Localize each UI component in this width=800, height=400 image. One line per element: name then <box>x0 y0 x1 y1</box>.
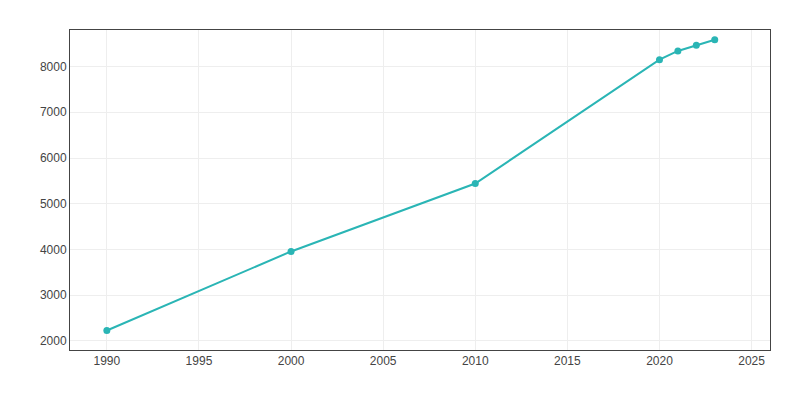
svg-text:2015: 2015 <box>554 354 581 368</box>
svg-text:6000: 6000 <box>40 151 67 165</box>
svg-text:5000: 5000 <box>40 197 67 211</box>
svg-text:1990: 1990 <box>93 354 120 368</box>
svg-text:2020: 2020 <box>646 354 673 368</box>
svg-text:2000: 2000 <box>40 334 67 348</box>
svg-text:2000: 2000 <box>278 354 305 368</box>
svg-text:2010: 2010 <box>462 354 489 368</box>
svg-text:2025: 2025 <box>738 354 765 368</box>
svg-text:3000: 3000 <box>40 288 67 302</box>
svg-text:2005: 2005 <box>370 354 397 368</box>
svg-text:4000: 4000 <box>40 243 67 257</box>
svg-text:8000: 8000 <box>40 60 67 74</box>
svg-text:1995: 1995 <box>186 354 213 368</box>
svg-text:7000: 7000 <box>40 105 67 119</box>
